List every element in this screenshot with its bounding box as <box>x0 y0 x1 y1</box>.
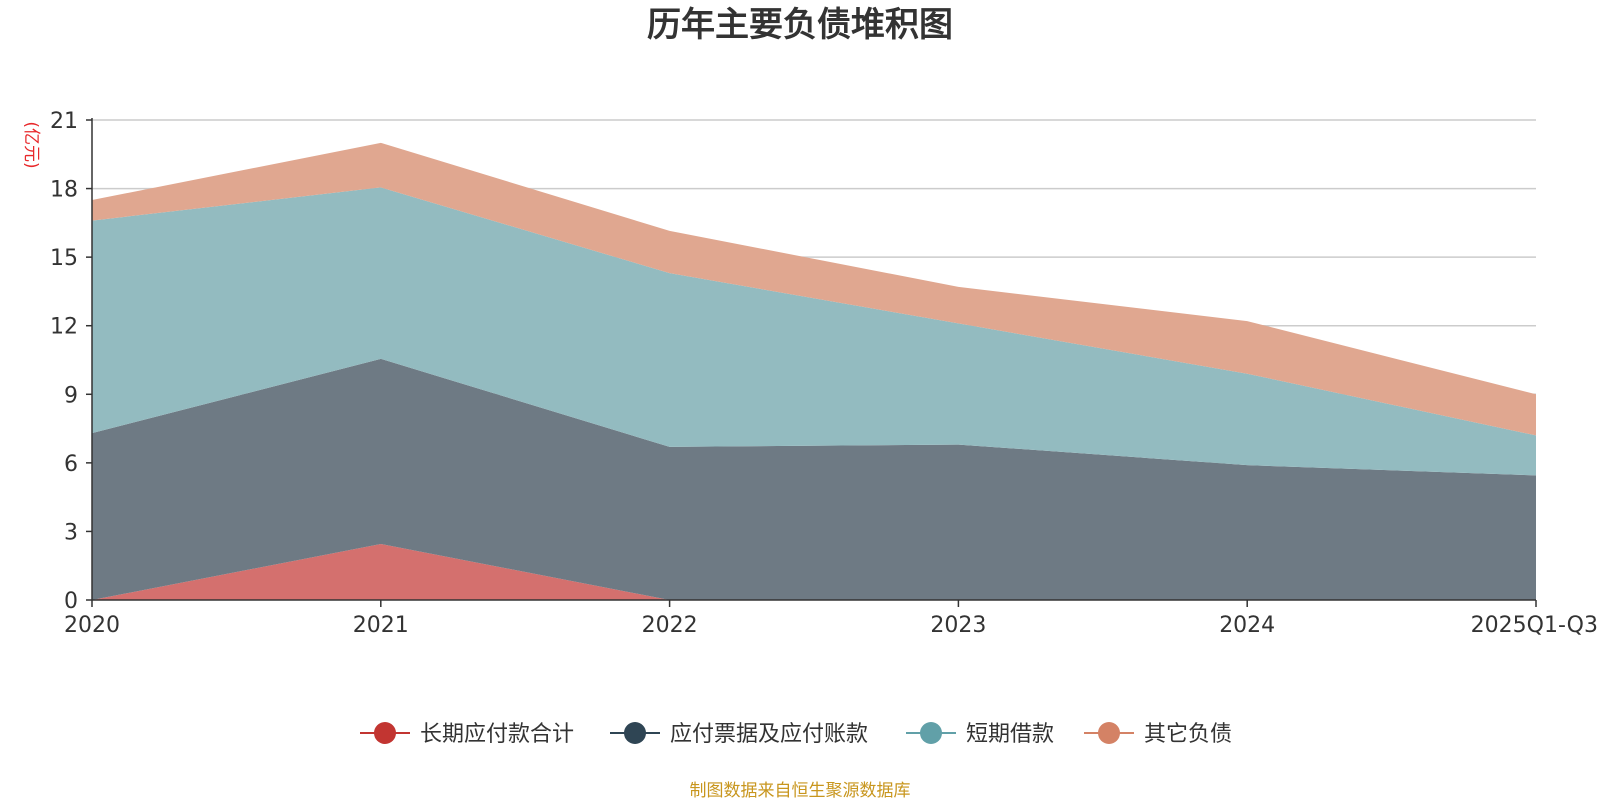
legend-marker <box>920 722 942 744</box>
legend-item-3[interactable]: 其它负债 <box>1084 722 1232 747</box>
legend-marker <box>374 722 396 744</box>
x-tick-label: 2022 <box>642 613 698 638</box>
legend-label: 应付票据及应付账款 <box>670 722 868 747</box>
area-series-1 <box>92 358 1536 600</box>
y-axis-unit-label: (亿元) <box>21 121 41 168</box>
x-tick-label: 2023 <box>930 613 986 638</box>
y-tick-label: 21 <box>50 109 78 134</box>
legend-marker <box>1098 722 1120 744</box>
y-tick-label: 15 <box>50 246 78 271</box>
y-tick-label: 0 <box>64 589 78 614</box>
area-series-0 <box>92 544 1536 600</box>
legend-marker <box>624 722 646 744</box>
legend-label: 短期借款 <box>966 722 1054 747</box>
area-series-3 <box>92 142 1536 436</box>
x-tick-label: 2025Q1-Q3 <box>1471 613 1598 638</box>
y-tick-label: 6 <box>64 452 78 477</box>
legend-item-0[interactable]: 长期应付款合计 <box>360 722 574 747</box>
y-tick-label: 3 <box>64 520 78 545</box>
legend-label: 长期应付款合计 <box>420 722 574 747</box>
legend-item-1[interactable]: 应付票据及应付账款 <box>610 722 868 747</box>
x-tick-label: 2024 <box>1219 613 1275 638</box>
stacked-areas <box>92 142 1536 600</box>
y-tick-label: 9 <box>64 383 78 408</box>
chart-title: 历年主要负债堆积图 <box>647 5 953 45</box>
x-tick-label: 2021 <box>353 613 409 638</box>
source-note: 制图数据来自恒生聚源数据库 <box>690 781 911 800</box>
area-series-2 <box>92 187 1536 476</box>
legend-label: 其它负债 <box>1144 722 1232 747</box>
legend: 长期应付款合计 应付票据及应付账款 短期借款 其它负债 <box>360 722 1232 747</box>
y-tick-label: 12 <box>50 315 78 340</box>
axes: 0 3 6 9 12 15 18 21 2020 2021 2022 2023 2024 2025Q1-Q… <box>50 109 1598 638</box>
legend-item-2[interactable]: 短期借款 <box>906 722 1054 747</box>
y-tick-label: 18 <box>50 178 78 203</box>
x-tick-label: 2020 <box>64 613 120 638</box>
